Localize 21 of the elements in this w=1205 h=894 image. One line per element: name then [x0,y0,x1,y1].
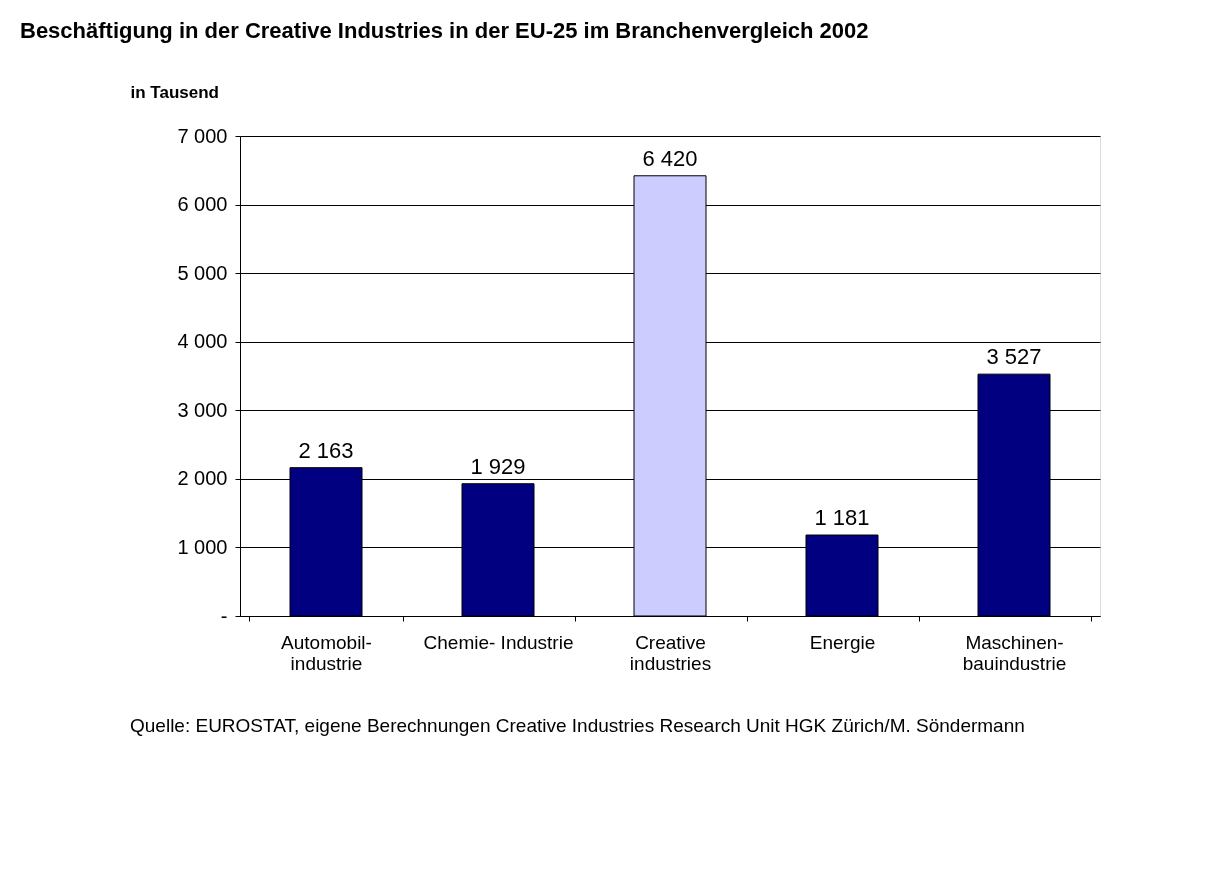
y-tick-label: 5 000 [177,261,228,284]
data-label: 1 929 [470,453,526,479]
source-note: Quelle: EUROSTAT, eigene Berechnungen Creative Industries Research Unit HGK Zürich/M. Söndermann [130,715,1025,736]
data-label: 1 181 [814,505,870,531]
x-tick-label: Maschinen- bauindustrie [962,631,1067,674]
y-axis-title: in Tausend [130,82,219,102]
data-label: 2 163 [298,437,354,463]
y-tick-label: 3 000 [177,398,228,421]
x-tick-label: Creative industries [629,631,712,674]
y-tick-label: 1 000 [177,535,228,558]
x-tick-label: Energie [809,631,876,653]
data-label: 6 420 [642,145,698,171]
y-tick-label: 7 000 [177,124,228,147]
x-tick-label: Chemie- Industrie [423,631,574,653]
y-tick-label: 2 000 [177,467,228,490]
x-tick-label: Automobil- industrie [281,631,372,674]
y-tick-label: - [220,604,228,627]
y-tick-label: 4 000 [177,330,228,353]
data-label: 3 527 [986,344,1042,370]
chart-title: Beschäftigung in der Creative Industries in der EU-25 im Branchenvergleich 2002 [20,18,869,43]
y-tick-label: 6 000 [177,193,228,216]
